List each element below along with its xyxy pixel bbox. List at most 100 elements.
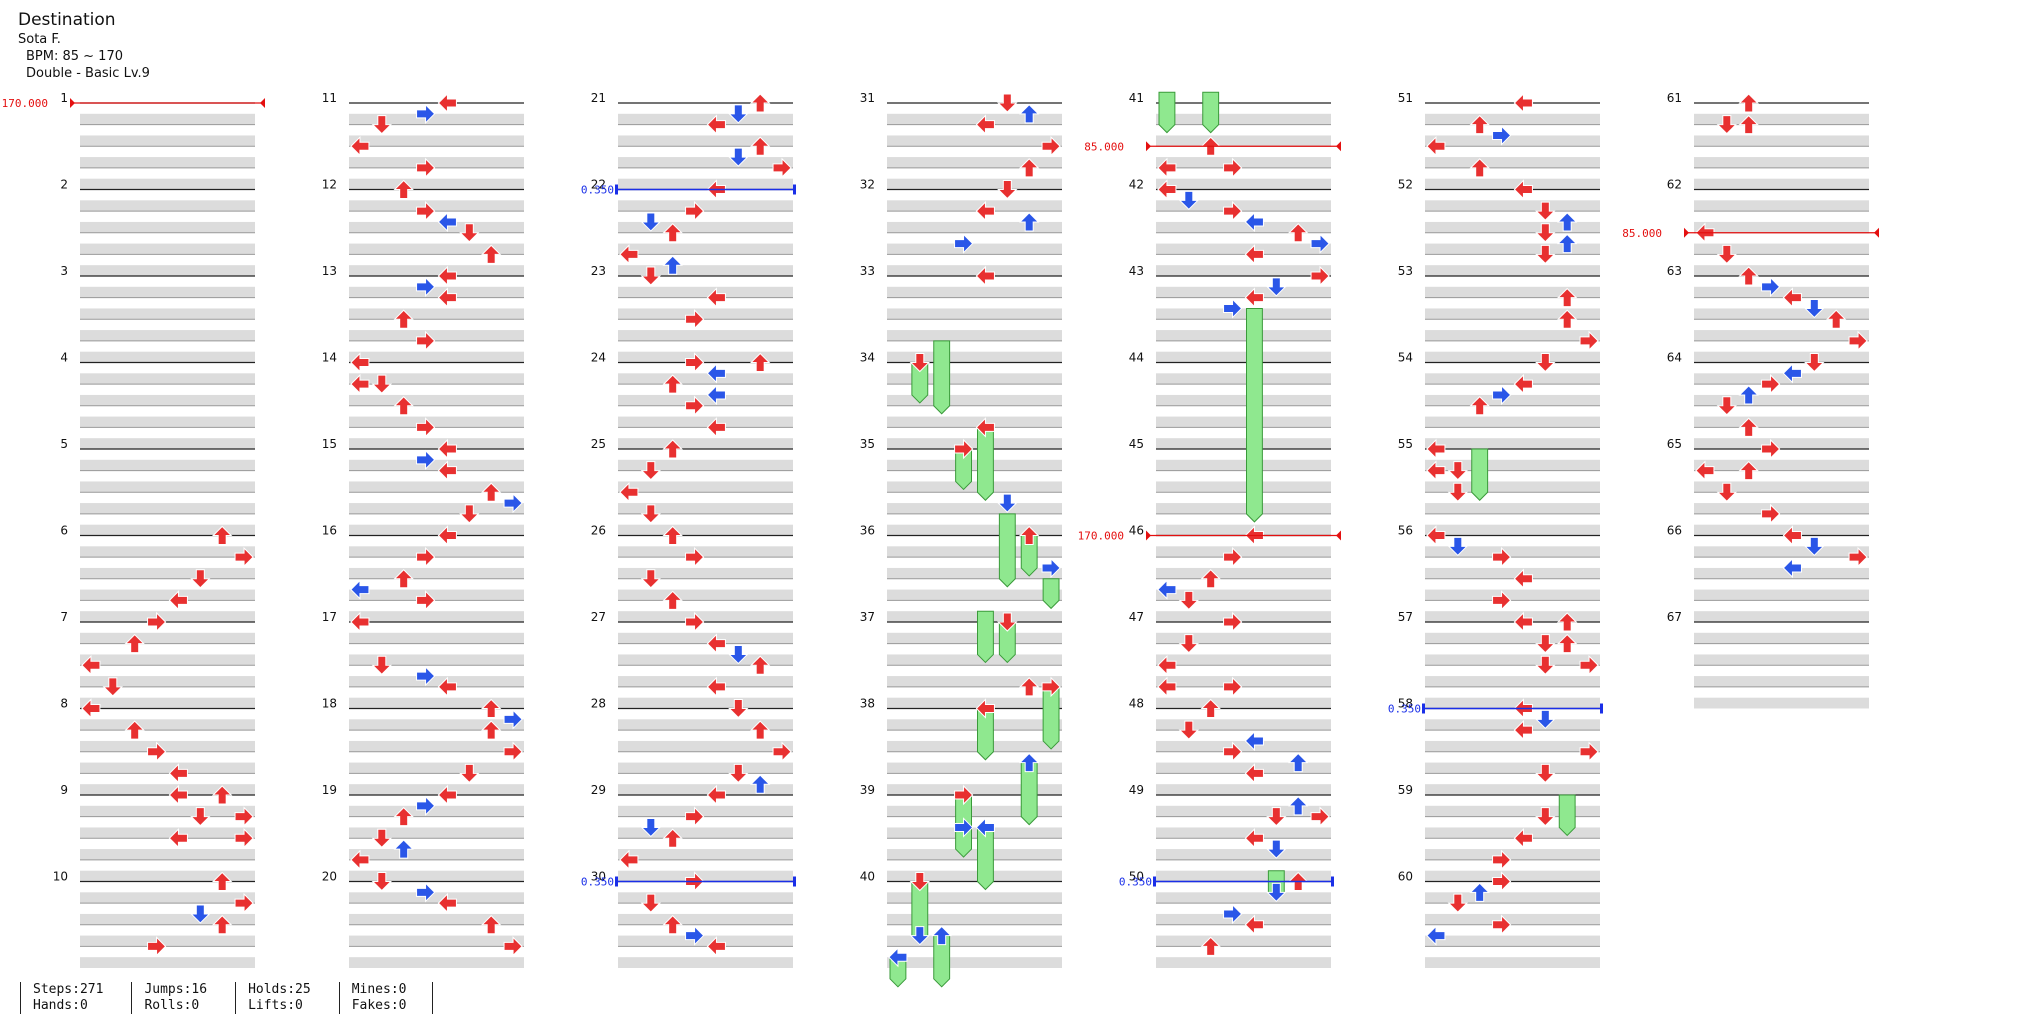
step-arrow: [350, 849, 370, 871]
beat-shade: [1156, 567, 1331, 579]
step-arrow: [350, 136, 370, 157]
step-arrow: [437, 460, 457, 481]
beat-shade: [80, 892, 255, 904]
arrow-shape: [1426, 925, 1446, 946]
arrow-shape: [416, 795, 436, 817]
arrow-shape: [1782, 557, 1802, 579]
measure-number: 28: [591, 697, 606, 711]
step-arrow: [954, 784, 974, 806]
step-arrow: [975, 817, 995, 838]
beat-shade: [887, 481, 1062, 493]
step-arrow: [350, 352, 370, 373]
beat-shade: [349, 394, 524, 406]
step-arrow: [393, 806, 414, 827]
step-arrow: [81, 698, 101, 719]
arrow-shape: [234, 828, 254, 849]
step-arrow: [1244, 914, 1264, 935]
beat-shade: [618, 416, 793, 428]
measure-number: 57: [1398, 610, 1413, 624]
step-arrow: [459, 504, 480, 524]
step-arrow: [888, 946, 908, 968]
measure-number: 37: [860, 610, 875, 624]
beat-shade: [349, 719, 524, 731]
measure-number: 2: [60, 178, 68, 192]
beat-shade: [349, 740, 524, 752]
arrow-shape: [1244, 244, 1264, 265]
arrow-shape: [81, 698, 101, 719]
measure-number: 67: [1667, 610, 1682, 624]
arrow-shape: [728, 644, 749, 665]
arrow-shape: [1579, 330, 1599, 352]
beat-shade: [618, 957, 793, 968]
arrow-shape: [1223, 200, 1243, 222]
arrow-shape: [1469, 396, 1490, 416]
beat-shade: [618, 459, 793, 471]
arrow-shape: [662, 590, 683, 610]
arrow-shape: [888, 946, 908, 968]
arrow-shape: [640, 461, 662, 481]
arrow-shape: [1761, 276, 1781, 298]
step-arrow: [437, 287, 457, 308]
beat-shade: [80, 221, 255, 233]
beat-shade: [349, 676, 524, 687]
step-arrow: [459, 763, 480, 784]
step-arrow: [1535, 244, 1556, 265]
beat-shade: [80, 740, 255, 752]
arrow-shape: [168, 784, 188, 806]
measure-number: 54: [1398, 351, 1413, 365]
beat-shade: [349, 330, 524, 341]
step-arrow: [1782, 363, 1802, 384]
measure-number: 25: [591, 437, 606, 451]
arrow-shape: [1492, 125, 1512, 146]
beat-shade: [349, 762, 524, 774]
step-arrow: [147, 741, 167, 762]
step-arrow: [728, 104, 749, 124]
beat-shade: [618, 676, 793, 687]
step-arrow: [997, 493, 1018, 513]
arrow-shape: [954, 784, 974, 806]
beat-shade: [1156, 330, 1331, 341]
beat-shade: [887, 308, 1062, 320]
measure-number: 53: [1398, 264, 1413, 278]
arrow-shape: [480, 698, 502, 718]
beat-shade: [1425, 805, 1600, 817]
step-arrow: [1178, 720, 1200, 740]
arrow-shape: [640, 893, 662, 913]
arrow-shape: [147, 936, 167, 957]
beat-shade: [349, 849, 524, 860]
arrow-shape: [1178, 720, 1200, 740]
step-arrow: [1761, 276, 1781, 298]
step-arrow: [416, 330, 436, 352]
arrow-shape: [1200, 698, 1221, 718]
arrow-shape: [393, 806, 414, 827]
beat-shade: [618, 913, 793, 925]
beat-shade: [1156, 632, 1331, 644]
beat-shade: [1425, 416, 1600, 428]
arrow-shape: [662, 439, 683, 459]
measure-number: 13: [322, 264, 337, 278]
beat-shade: [887, 524, 1062, 536]
arrow-shape: [1266, 807, 1287, 827]
arrow-shape: [706, 633, 726, 654]
step-arrow: [1579, 655, 1599, 676]
beat-shade: [1694, 330, 1869, 341]
step-arrow: [1244, 287, 1264, 308]
step-arrow: [1178, 634, 1200, 654]
step-arrow: [728, 644, 749, 665]
step-arrow: [1223, 298, 1243, 319]
beat-shade: [887, 221, 1062, 233]
measure-number: 51: [1398, 91, 1413, 105]
hold-note: [998, 513, 1016, 588]
step-arrow: [1848, 330, 1868, 352]
step-arrow: [1041, 557, 1061, 579]
beat-shade: [80, 351, 255, 363]
step-arrow: [459, 223, 480, 243]
beat-shade: [1156, 805, 1331, 817]
beat-shade: [618, 740, 793, 752]
step-arrow: [997, 180, 1018, 200]
step-arrow: [706, 114, 726, 135]
measure-number: 36: [860, 524, 875, 538]
jumps-count: Jumps:16: [144, 982, 208, 997]
beat-shade: [887, 654, 1062, 666]
beat-shade: [1694, 113, 1869, 125]
